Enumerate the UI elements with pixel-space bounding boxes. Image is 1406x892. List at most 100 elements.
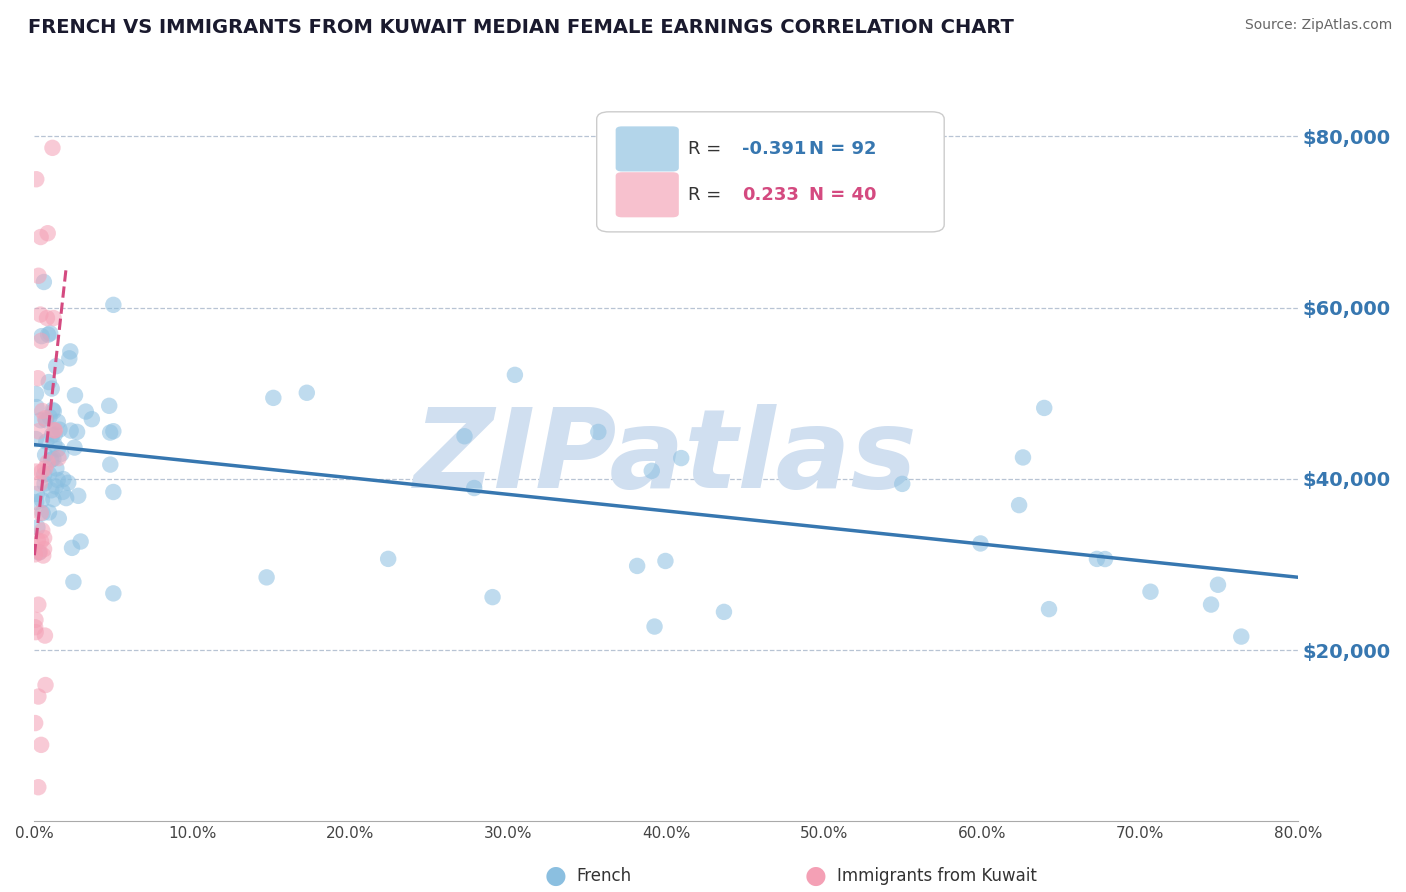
- Point: [30, 308, 52, 322]
- Point: [44, 427, 66, 442]
- Point: [103, 586, 125, 600]
- Point: [37, 455, 59, 469]
- Point: [39, 483, 62, 498]
- Point: [58, 351, 80, 366]
- Point: [262, 391, 284, 405]
- Point: [35, 434, 58, 449]
- Point: [34, 448, 56, 462]
- Point: [38, 467, 60, 482]
- Point: [35, 310, 58, 325]
- Text: ●: ●: [804, 864, 827, 888]
- Point: [98, 425, 121, 440]
- Point: [31, 404, 53, 418]
- Point: [27, 780, 49, 795]
- Point: [24, 620, 46, 634]
- Point: [42, 423, 65, 437]
- Point: [503, 368, 526, 382]
- Point: [34, 678, 56, 692]
- Text: N = 40: N = 40: [808, 186, 876, 203]
- Point: [654, 554, 676, 568]
- Point: [34, 461, 56, 475]
- Point: [59, 424, 82, 438]
- Point: [60, 541, 83, 555]
- Point: [24, 547, 46, 561]
- Point: [24, 625, 46, 640]
- Point: [1008, 498, 1031, 512]
- Point: [626, 558, 648, 573]
- Point: [1206, 578, 1229, 592]
- Point: [1139, 584, 1161, 599]
- Point: [98, 399, 121, 413]
- Point: [377, 552, 399, 566]
- Point: [41, 428, 63, 442]
- Point: [45, 479, 67, 493]
- Text: French: French: [576, 867, 631, 885]
- Text: R =: R =: [688, 140, 727, 158]
- Point: [24, 716, 46, 731]
- Text: Source: ZipAtlas.com: Source: ZipAtlas.com: [1244, 18, 1392, 32]
- Point: [32, 542, 55, 557]
- Text: R =: R =: [688, 186, 727, 203]
- Point: [35, 413, 58, 427]
- Text: ZIPatlas: ZIPatlas: [415, 404, 918, 511]
- Point: [69, 534, 91, 549]
- Point: [463, 481, 485, 495]
- Point: [38, 505, 60, 519]
- Point: [1230, 630, 1253, 644]
- Point: [256, 570, 278, 584]
- Point: [46, 473, 69, 487]
- Point: [30, 334, 52, 348]
- Point: [1012, 450, 1035, 465]
- FancyBboxPatch shape: [616, 127, 679, 171]
- Point: [39, 326, 62, 341]
- Point: [644, 619, 666, 633]
- Point: [969, 536, 991, 550]
- Point: [30, 506, 52, 520]
- Point: [32, 531, 55, 545]
- Point: [48, 511, 70, 525]
- Point: [28, 476, 51, 491]
- Point: [98, 458, 121, 472]
- Point: [67, 489, 90, 503]
- Point: [1094, 552, 1116, 566]
- Point: [713, 605, 735, 619]
- Point: [58, 475, 80, 490]
- Point: [42, 311, 65, 326]
- Point: [25, 387, 48, 401]
- Point: [31, 329, 53, 343]
- Point: [1038, 602, 1060, 616]
- Point: [671, 451, 693, 466]
- Point: [46, 442, 69, 456]
- Point: [295, 385, 318, 400]
- Point: [46, 415, 69, 429]
- Point: [103, 424, 125, 438]
- Point: [42, 492, 65, 507]
- Point: [30, 413, 52, 427]
- Point: [27, 425, 49, 439]
- Point: [38, 409, 60, 424]
- Point: [28, 545, 51, 559]
- Point: [27, 690, 49, 704]
- Point: [588, 425, 610, 439]
- Point: [103, 485, 125, 500]
- Point: [27, 533, 49, 548]
- Point: [481, 590, 503, 604]
- Point: [1199, 598, 1222, 612]
- Point: [25, 400, 48, 414]
- Text: N = 92: N = 92: [808, 140, 876, 158]
- Point: [27, 371, 49, 385]
- Point: [39, 452, 62, 467]
- Point: [38, 375, 60, 389]
- Text: -0.391: -0.391: [742, 140, 807, 158]
- Point: [1085, 552, 1108, 566]
- Point: [25, 432, 48, 446]
- Text: ●: ●: [544, 864, 567, 888]
- Point: [24, 613, 46, 627]
- Point: [31, 493, 53, 508]
- Point: [41, 382, 63, 396]
- Point: [25, 495, 48, 509]
- Point: [44, 437, 66, 451]
- Point: [32, 467, 55, 482]
- Point: [34, 476, 56, 491]
- Point: [103, 298, 125, 312]
